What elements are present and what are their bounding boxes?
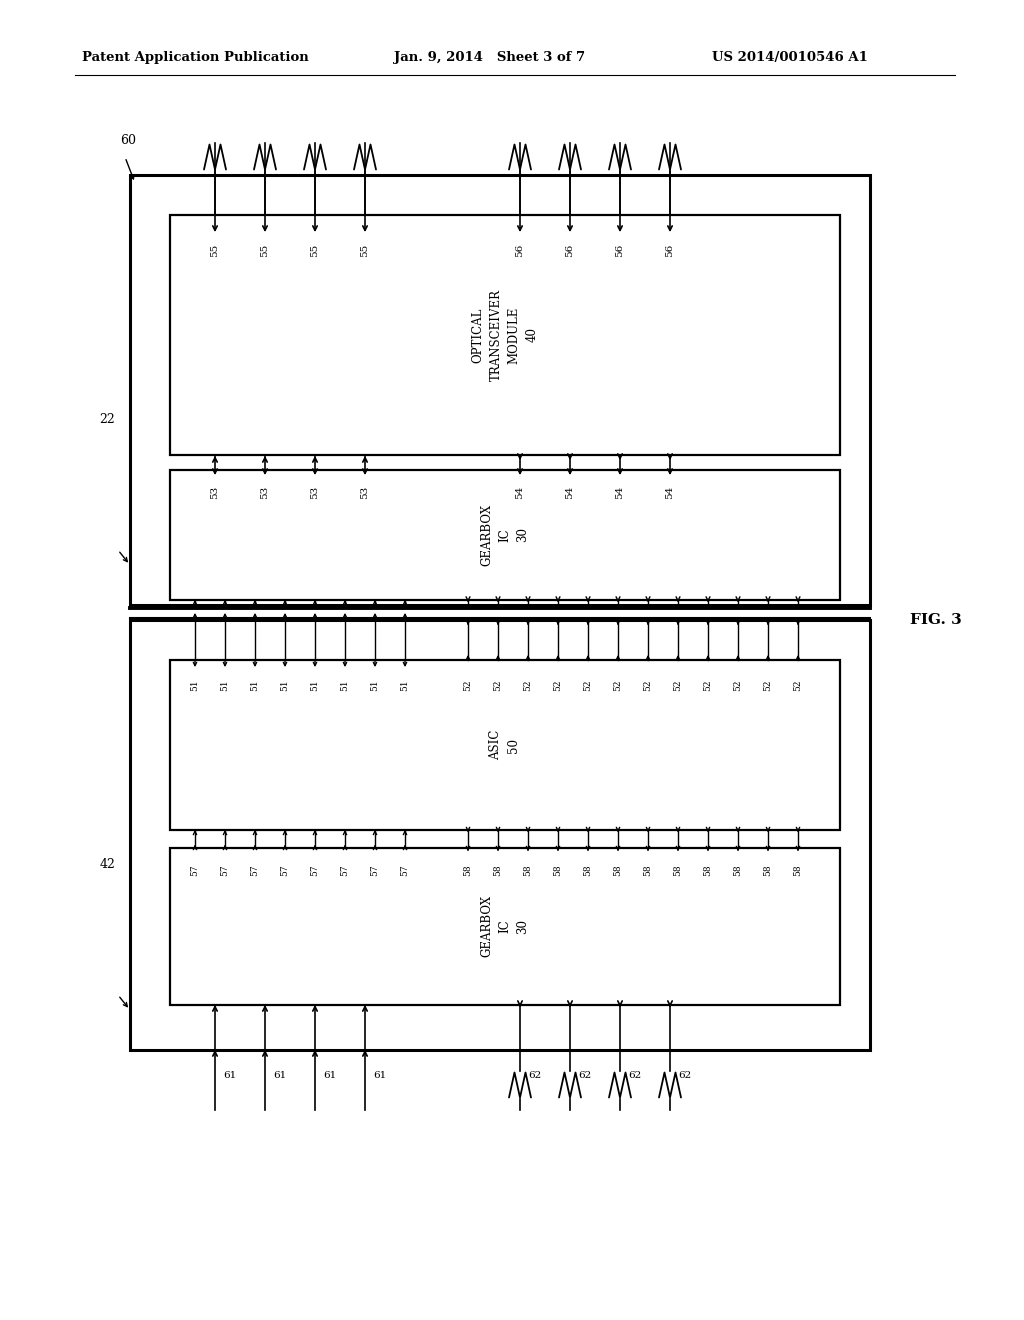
Text: 55: 55 [260,243,269,256]
Text: 57: 57 [281,865,290,875]
Text: 58: 58 [464,865,472,875]
Text: 52: 52 [794,680,803,690]
Text: 53: 53 [310,486,319,499]
Text: 62: 62 [628,1071,641,1080]
Text: 53: 53 [260,486,269,499]
Text: 56: 56 [515,243,524,256]
Text: 52: 52 [733,680,742,690]
Text: 55: 55 [211,243,219,256]
Text: 61: 61 [373,1071,386,1080]
Text: US 2014/0010546 A1: US 2014/0010546 A1 [712,51,867,65]
Text: 61: 61 [323,1071,336,1080]
Text: GEARBOX
IC
30: GEARBOX IC 30 [480,895,529,957]
Text: 52: 52 [523,680,532,690]
Text: 58: 58 [674,865,683,875]
Text: 60: 60 [120,133,136,147]
Text: 57: 57 [251,865,259,875]
Text: 52: 52 [643,680,652,690]
Text: 51: 51 [341,680,349,690]
Text: 55: 55 [310,243,319,256]
Text: 57: 57 [190,865,200,875]
Text: 58: 58 [584,865,593,875]
Text: 61: 61 [223,1071,237,1080]
FancyBboxPatch shape [170,847,840,1005]
Text: 56: 56 [666,243,675,256]
Text: 58: 58 [613,865,623,875]
Text: GEARBOX
IC
30: GEARBOX IC 30 [480,504,529,566]
FancyBboxPatch shape [170,660,840,830]
Text: 54: 54 [515,486,524,499]
Text: 52: 52 [674,680,683,690]
FancyBboxPatch shape [170,470,840,601]
Text: OPTICAL
TRANSCEIVER
MODULE
40: OPTICAL TRANSCEIVER MODULE 40 [471,289,539,381]
Text: 58: 58 [794,865,803,875]
Text: 52: 52 [703,680,713,690]
Text: 42: 42 [99,858,115,871]
Text: 55: 55 [360,243,370,256]
Text: 54: 54 [565,486,574,499]
Text: 51: 51 [190,680,200,690]
Text: 61: 61 [273,1071,287,1080]
Text: 51: 51 [251,680,259,690]
Text: 52: 52 [464,680,472,690]
Text: 53: 53 [360,486,370,499]
Text: 62: 62 [528,1071,542,1080]
Text: 56: 56 [565,243,574,256]
FancyBboxPatch shape [170,215,840,455]
Text: 58: 58 [494,865,503,875]
Text: 52: 52 [494,680,503,690]
Text: 52: 52 [584,680,593,690]
Text: Jan. 9, 2014   Sheet 3 of 7: Jan. 9, 2014 Sheet 3 of 7 [394,51,586,65]
Text: 51: 51 [281,680,290,690]
Text: 58: 58 [733,865,742,875]
Text: 22: 22 [99,413,115,426]
FancyBboxPatch shape [130,620,870,1049]
Text: 54: 54 [615,486,625,499]
Text: 57: 57 [371,865,380,875]
Text: 56: 56 [615,243,625,256]
Text: 57: 57 [220,865,229,875]
Text: 58: 58 [703,865,713,875]
FancyBboxPatch shape [130,176,870,605]
Text: 62: 62 [578,1071,591,1080]
Text: 53: 53 [211,486,219,499]
Text: 57: 57 [341,865,349,875]
Text: 52: 52 [764,680,772,690]
Text: FIG. 3: FIG. 3 [910,612,962,627]
Text: 52: 52 [613,680,623,690]
Text: 51: 51 [220,680,229,690]
Text: 62: 62 [678,1071,691,1080]
Text: 57: 57 [400,865,410,875]
Text: 58: 58 [643,865,652,875]
Text: 54: 54 [666,486,675,499]
Text: 57: 57 [310,865,319,875]
Text: ASIC
50: ASIC 50 [489,730,520,760]
Text: 58: 58 [554,865,562,875]
Text: 52: 52 [554,680,562,690]
Text: 51: 51 [371,680,380,690]
Text: Patent Application Publication: Patent Application Publication [82,51,308,65]
Text: 58: 58 [523,865,532,875]
Text: 58: 58 [764,865,772,875]
Text: 51: 51 [400,680,410,690]
Text: 51: 51 [310,680,319,690]
